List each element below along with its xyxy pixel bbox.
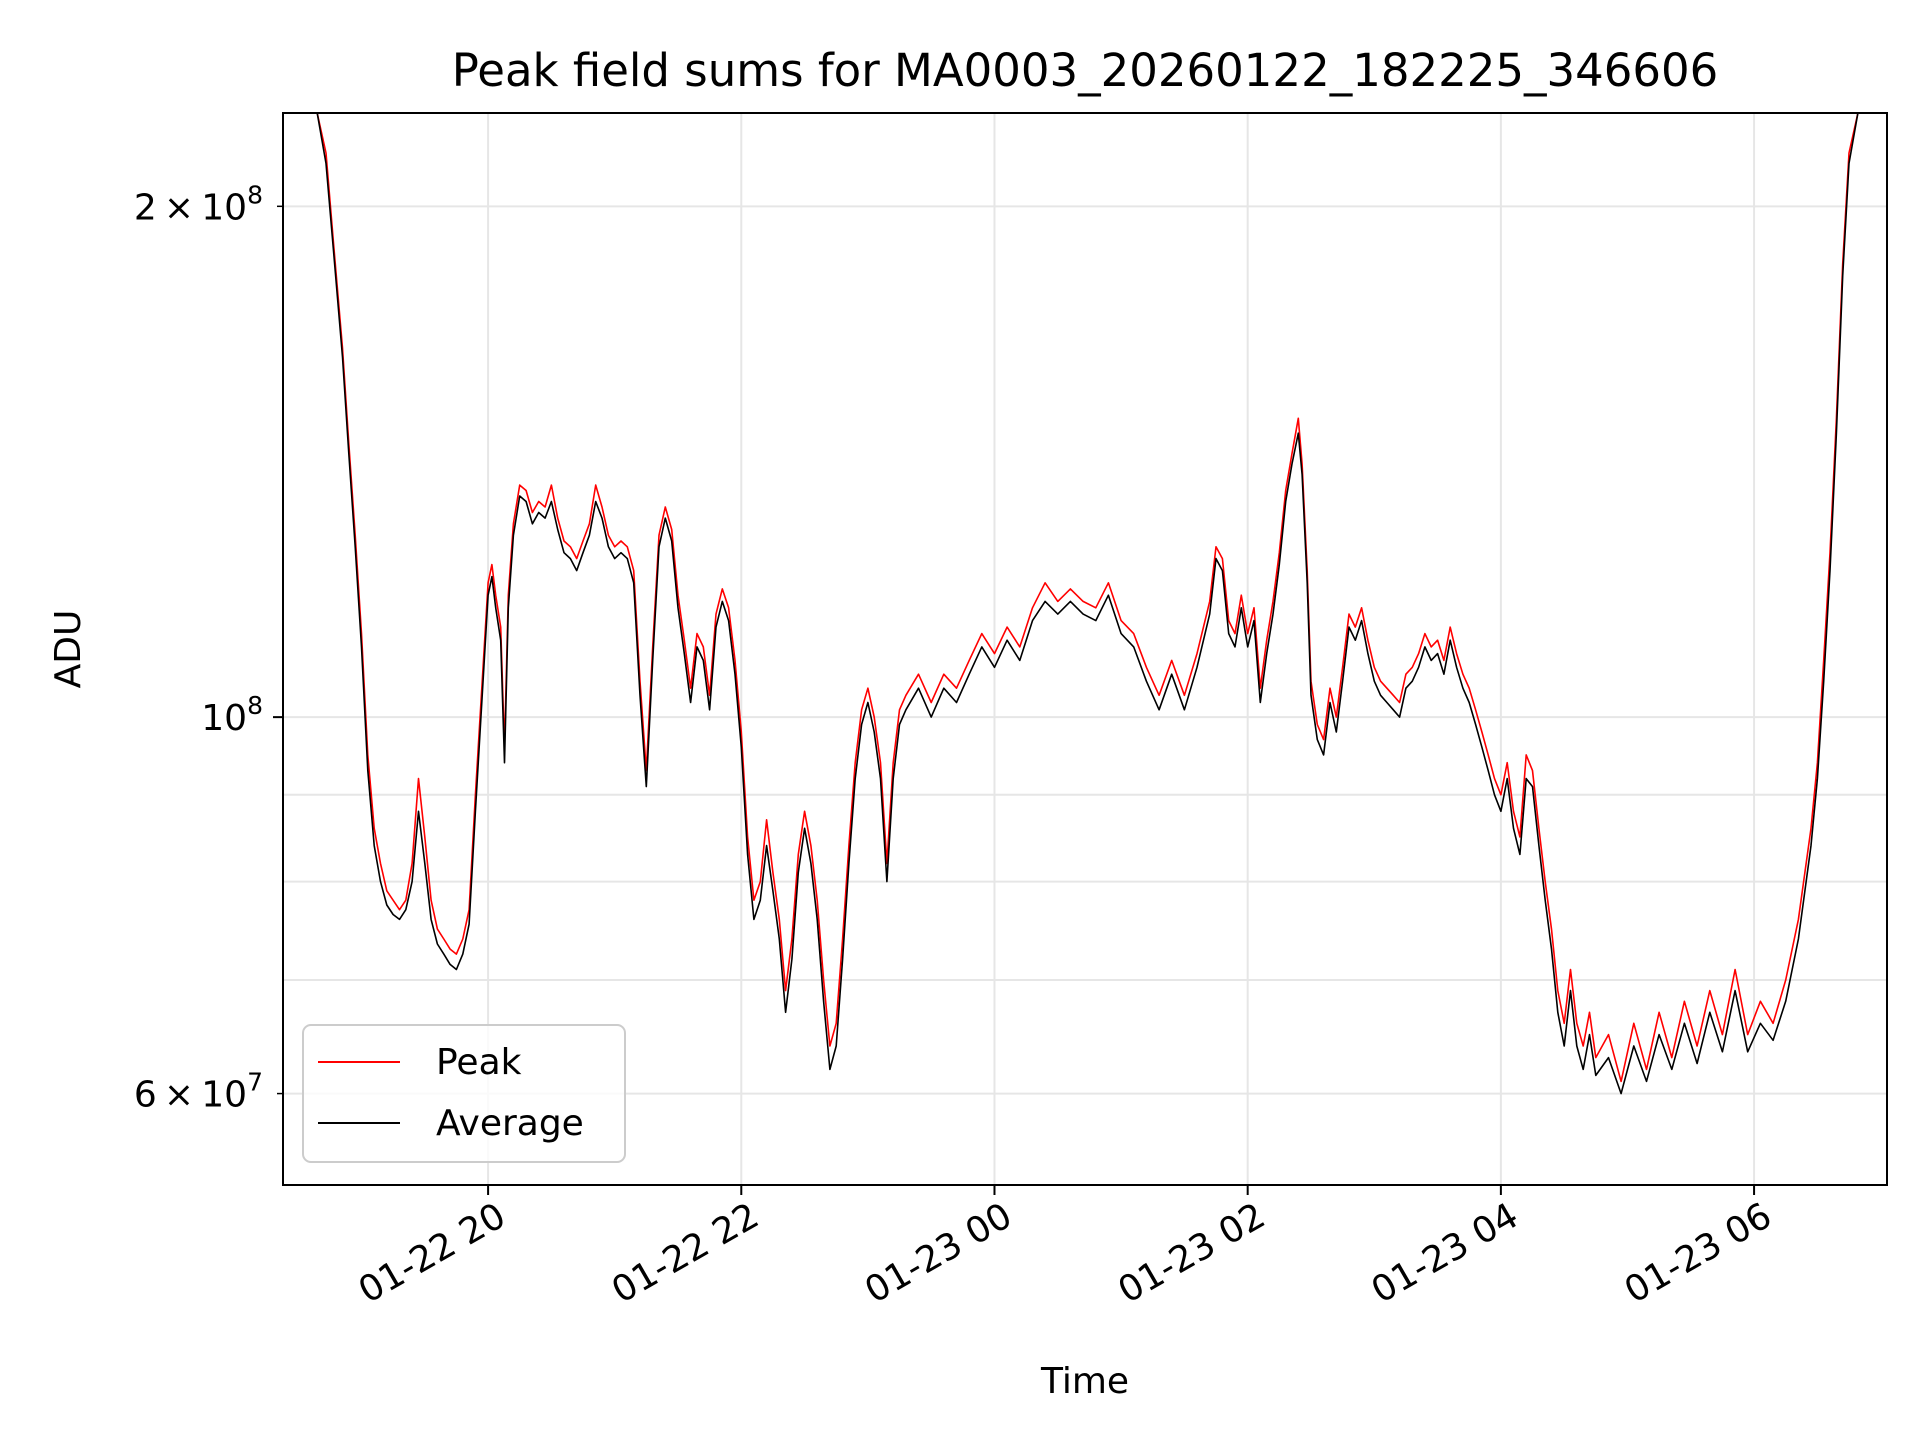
y-axis-label: ADU [48, 610, 89, 689]
plot-frame [282, 112, 1888, 1186]
legend-label-average: Average [436, 1103, 584, 1144]
series-layer [283, 113, 1887, 1095]
legend: Peak Average [302, 1024, 626, 1163]
grid [283, 113, 1887, 1185]
y-axis: 108 6 × 107 2 × 108 [134, 180, 283, 1116]
legend-box [302, 1024, 626, 1163]
y-tick-label-major-0: 108 [201, 691, 263, 739]
y-tick-label-minor-0: 6 × 107 [134, 1068, 263, 1116]
chart-title: Peak field sums for MA0003_20260122_1822… [452, 44, 1719, 97]
legend-label-peak: Peak [436, 1042, 522, 1083]
y-tick-label-minor-1: 2 × 108 [134, 180, 263, 228]
series-line-average [283, 113, 1887, 1095]
series-line-peak [283, 113, 1887, 1083]
x-axis-label: Time [1040, 1361, 1129, 1402]
